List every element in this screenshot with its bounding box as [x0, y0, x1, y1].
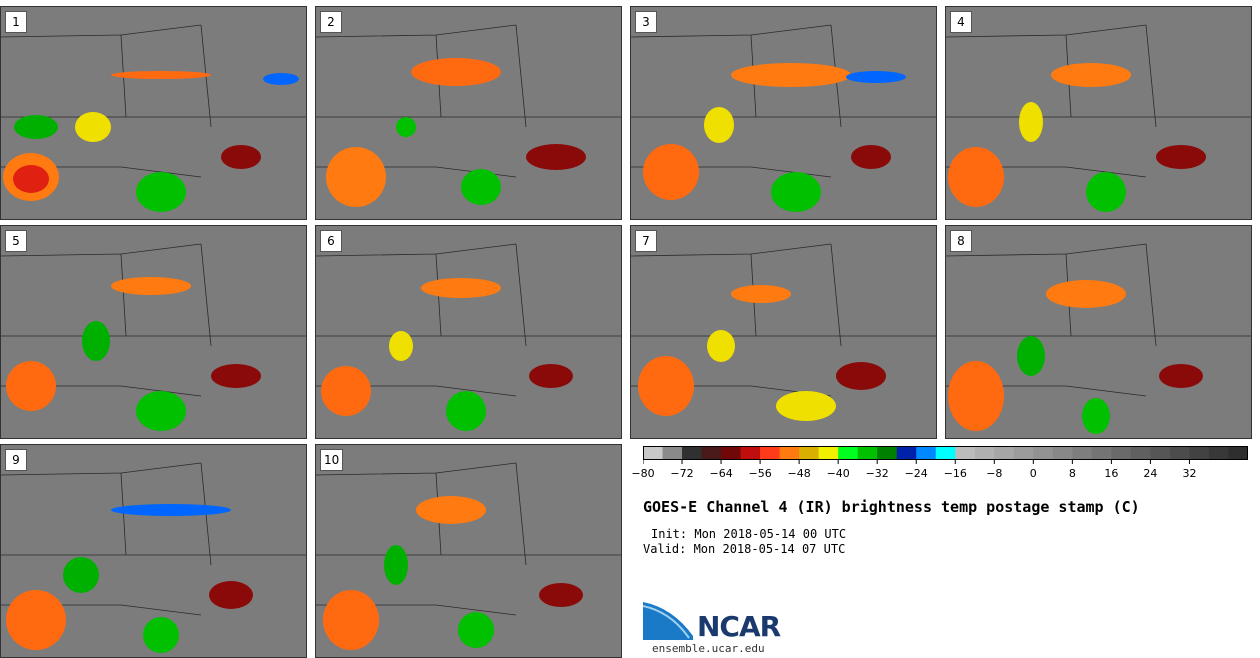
colorbar-swatch	[799, 446, 820, 460]
panel-label: 1	[5, 11, 27, 33]
colorbar-swatch	[1091, 446, 1112, 460]
colorbar-swatch	[779, 446, 800, 460]
forecast-panel: 5	[0, 225, 307, 439]
satellite-map	[316, 7, 621, 219]
colorbar-swatch	[1208, 446, 1229, 460]
forecast-panel: 8	[945, 225, 1252, 439]
panel-label: 6	[320, 230, 342, 252]
colorbar-tick-label: −80	[631, 467, 655, 480]
colorbar-swatch	[877, 446, 898, 460]
panel-label: 4	[950, 11, 972, 33]
satellite-map	[316, 445, 621, 657]
forecast-panel: 2	[315, 6, 622, 220]
colorbar-swatch	[721, 446, 742, 460]
colorbar-tick-label: 8	[1068, 467, 1076, 480]
colorbar-swatch	[701, 446, 722, 460]
panel-label: 5	[5, 230, 27, 252]
satellite-map	[1, 226, 306, 438]
panel-label: 3	[635, 11, 657, 33]
colorbar-swatch	[1111, 446, 1132, 460]
forecast-panel: 1	[0, 6, 307, 220]
colorbar-swatch	[1013, 446, 1034, 460]
colorbar-tick-label: −16	[943, 467, 967, 480]
colorbar-swatch	[994, 446, 1015, 460]
website-link[interactable]: ensemble.ucar.edu	[652, 642, 765, 655]
panel-label: 2	[320, 11, 342, 33]
valid-time: Valid: Mon 2018-05-14 07 UTC	[643, 542, 846, 556]
colorbar-tick-label: −8	[986, 467, 1003, 480]
panel-label: 7	[635, 230, 657, 252]
satellite-map	[946, 226, 1251, 438]
colorbar-swatch	[1150, 446, 1171, 460]
colorbar-swatch	[1169, 446, 1190, 460]
colorbar-swatch	[662, 446, 683, 460]
colorbar-tick-label: −32	[865, 467, 889, 480]
colorbar-swatch	[1228, 446, 1248, 460]
colorbar-swatch	[818, 446, 839, 460]
colorbar-tick-label: −24	[904, 467, 928, 480]
ncar-logo-text: NCAR	[697, 610, 781, 643]
satellite-map	[631, 7, 936, 219]
colorbar-swatch	[740, 446, 761, 460]
colorbar-tick-label: 32	[1182, 467, 1197, 480]
satellite-map	[946, 7, 1251, 219]
colorbar-tick-label: −48	[787, 467, 811, 480]
colorbar-swatch	[838, 446, 859, 460]
forecast-panel: 6	[315, 225, 622, 439]
colorbar-tick-label: 0	[1029, 467, 1037, 480]
satellite-map	[631, 226, 936, 438]
colorbar-swatch	[682, 446, 703, 460]
colorbar-swatch	[1189, 446, 1210, 460]
colorbar-swatch	[857, 446, 878, 460]
colorbar-tick-label: −40	[826, 467, 850, 480]
colorbar-swatch	[896, 446, 917, 460]
colorbar-swatch	[760, 446, 781, 460]
colorbar	[643, 446, 1248, 464]
panel-label: 8	[950, 230, 972, 252]
satellite-map	[316, 226, 621, 438]
panel-label: 10	[320, 449, 344, 471]
forecast-panel: 10	[315, 444, 622, 658]
colorbar-border	[643, 446, 1248, 460]
ncar-logo-icon	[643, 600, 695, 640]
colorbar-swatch	[955, 446, 976, 460]
colorbar-swatch	[974, 446, 995, 460]
forecast-panel: 4	[945, 6, 1252, 220]
colorbar-tick-label: 16	[1104, 467, 1119, 480]
colorbar-swatch	[1052, 446, 1073, 460]
forecast-panel: 7	[630, 225, 937, 439]
colorbar-tick-label: −64	[709, 467, 733, 480]
colorbar-swatch	[1033, 446, 1054, 460]
satellite-map	[1, 7, 306, 219]
colorbar-swatch	[935, 446, 956, 460]
forecast-panel: 9	[0, 444, 307, 658]
colorbar-tick-label: 24	[1143, 467, 1158, 480]
forecast-panel: 3	[630, 6, 937, 220]
figure-title: GOES-E Channel 4 (IR) brightness temp po…	[643, 498, 1140, 516]
init-time: Init: Mon 2018-05-14 00 UTC	[651, 527, 847, 541]
colorbar-tick-label: −56	[748, 467, 772, 480]
panel-label: 9	[5, 449, 27, 471]
satellite-map	[1, 445, 306, 657]
colorbar-swatch	[1130, 446, 1151, 460]
colorbar-swatch	[916, 446, 937, 460]
colorbar-swatch	[643, 446, 664, 460]
colorbar-swatch	[1072, 446, 1093, 460]
colorbar-tick-label: −72	[670, 467, 694, 480]
